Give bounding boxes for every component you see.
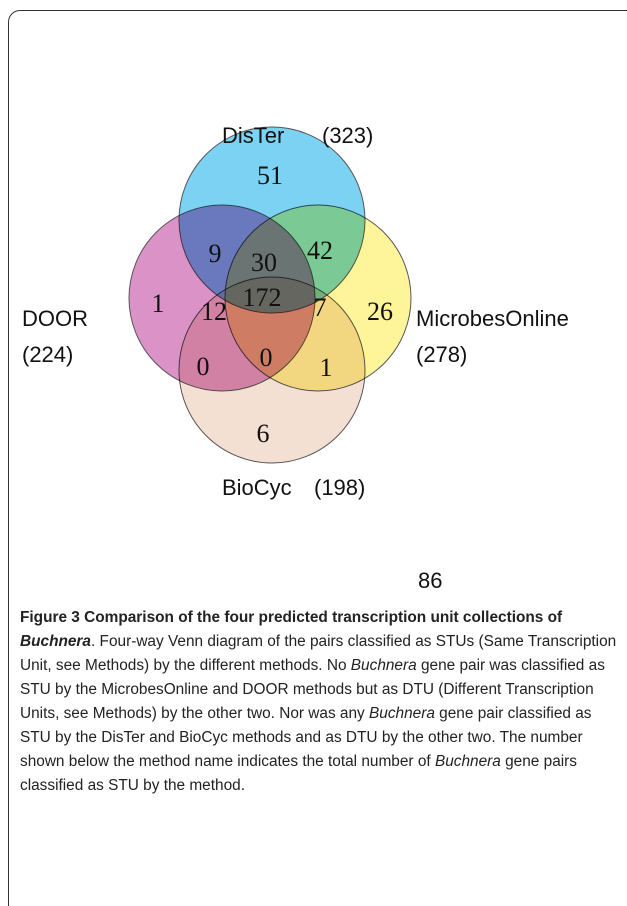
region-count: 6: [257, 419, 270, 448]
region-count: 26: [367, 297, 393, 326]
caption-text: Figure 3 Comparison of the four predicte…: [20, 609, 563, 626]
region-count: 0: [260, 343, 273, 372]
region-count: 30: [251, 248, 277, 277]
region-count: 51: [257, 161, 283, 190]
region-count: 172: [243, 283, 282, 312]
caption-text: . Four-way Venn diagram of the pairs cla…: [20, 633, 617, 674]
caption-text: Buchnera: [369, 705, 435, 722]
region-count: 42: [307, 236, 333, 265]
region-count: 1: [320, 353, 333, 382]
set-name: DOOR: [22, 306, 88, 331]
set-total: (323): [322, 123, 373, 148]
set-circle: [178, 276, 366, 464]
caption-text: gene pair was classified as STU by the M…: [20, 657, 605, 722]
venn-diagram: DisTer (323) DOOR (224) MicrobesOnline (278) B…: [22, 123, 569, 593]
set-total: (198): [314, 475, 365, 500]
caption: Figure 3 Comparison of the four predicte…: [20, 606, 620, 798]
set-name: MicrobesOnline: [416, 306, 569, 331]
caption-text: Buchnera: [434, 753, 501, 770]
set-name: DisTer: [222, 123, 284, 148]
set-total: (278): [416, 342, 467, 367]
caption-text: Buchnera: [20, 633, 91, 650]
region-count: 1: [152, 289, 165, 318]
set-total: (224): [22, 342, 73, 367]
frame: [8, 10, 627, 906]
region-count: 0: [197, 352, 210, 381]
region-count: 9: [209, 239, 222, 268]
caption-text: Buchnera: [350, 657, 417, 674]
outside-count: 86: [418, 568, 442, 593]
region-count: 12: [201, 297, 227, 326]
region-count: 7: [314, 293, 327, 322]
set-name: BioCyc: [222, 475, 292, 500]
caption-text: gene pairs classified as STU by the meth…: [20, 753, 577, 794]
caption-text: gene pair classified as STU by the DisTe…: [20, 705, 592, 770]
